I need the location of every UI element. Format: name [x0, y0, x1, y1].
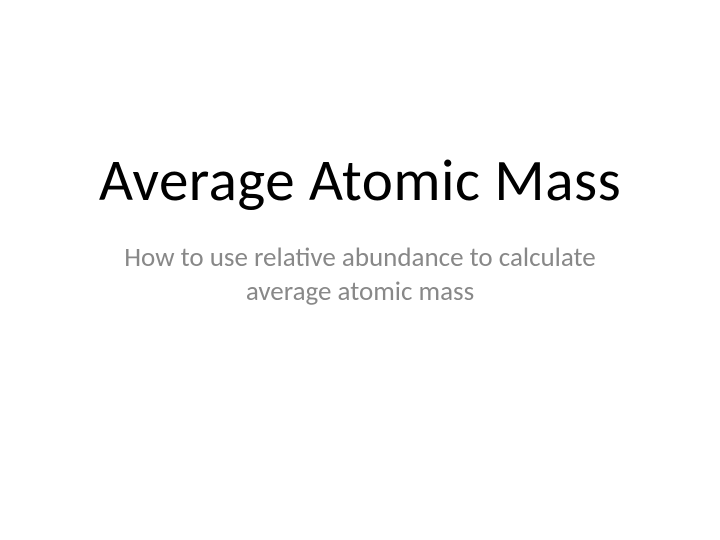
slide-container: Average Atomic Mass How to use relative … — [0, 0, 720, 540]
slide-subtitle: How to use relative abundance to calcula… — [80, 241, 640, 309]
slide-title: Average Atomic Mass — [99, 148, 621, 213]
